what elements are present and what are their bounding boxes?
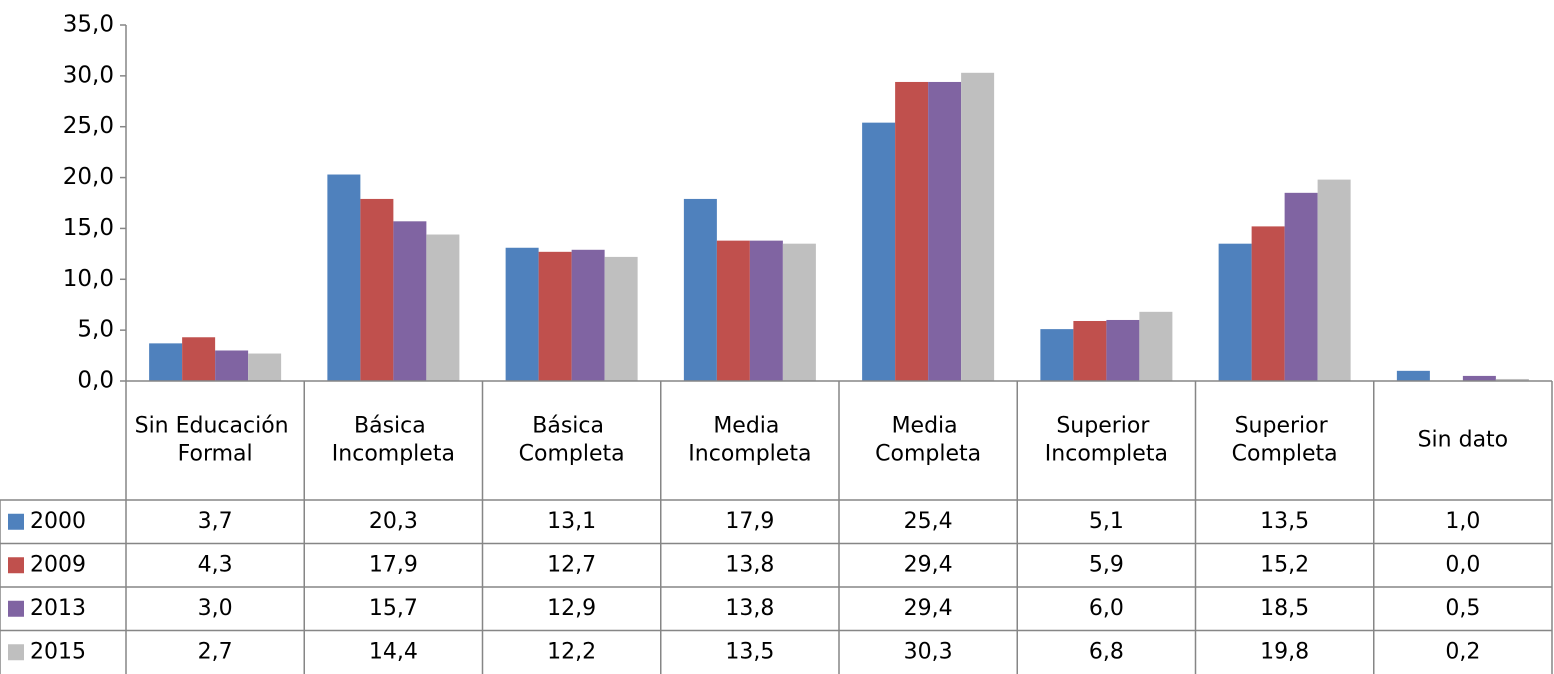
bar — [360, 198, 394, 381]
bar — [1139, 311, 1173, 381]
table-cell: 12,9 — [547, 596, 596, 621]
y-tick-label: 0,0 — [77, 368, 114, 394]
table-cell: 19,8 — [1260, 639, 1309, 664]
y-tick-label: 10,0 — [63, 266, 114, 292]
category-label: Sin Educación Formal — [135, 414, 296, 467]
bar — [1396, 370, 1430, 381]
bar — [1218, 243, 1252, 381]
table-cell: 5,9 — [1089, 552, 1124, 577]
table-cell: 29,4 — [904, 552, 953, 577]
table-cell: 18,5 — [1260, 596, 1309, 621]
legend-label: 2013 — [30, 596, 86, 621]
category-label: Básica Completa — [519, 414, 625, 467]
table-cell: 6,8 — [1089, 639, 1124, 664]
y-tick-label: 25,0 — [63, 113, 114, 139]
bar — [1317, 179, 1351, 381]
y-tick-label: 20,0 — [63, 164, 114, 190]
table-cell: 15,2 — [1260, 552, 1309, 577]
table-cell: 2,7 — [198, 639, 233, 664]
bar — [1040, 329, 1074, 381]
table-cell: 25,4 — [904, 509, 953, 534]
table-cell: 12,7 — [547, 552, 596, 577]
bar — [571, 249, 605, 381]
table-cell: 13,5 — [725, 639, 774, 664]
bar — [327, 174, 361, 381]
table-cell: 5,1 — [1089, 509, 1124, 534]
table-cell: 13,1 — [547, 509, 596, 534]
y-tick-label: 35,0 — [63, 12, 114, 38]
table-cell: 17,9 — [369, 552, 418, 577]
table-cell: 30,3 — [904, 639, 953, 664]
category-label: Básica Incompleta — [332, 414, 455, 467]
bar — [716, 240, 750, 381]
bar — [538, 251, 572, 381]
category-label: Sin dato — [1418, 428, 1509, 453]
table-cell: 13,5 — [1260, 509, 1309, 534]
table-cell: 13,8 — [725, 596, 774, 621]
y-tick-label: 30,0 — [63, 62, 114, 88]
bar — [149, 343, 183, 381]
bar — [215, 350, 249, 381]
table-cell: 0,2 — [1445, 639, 1480, 664]
bar — [604, 256, 638, 381]
table-cell: 15,7 — [369, 596, 418, 621]
bar — [928, 81, 962, 382]
table-cell: 3,7 — [198, 509, 233, 534]
table-cell: 29,4 — [904, 596, 953, 621]
legend-swatch — [8, 557, 24, 574]
bar — [862, 122, 896, 381]
legend-swatch — [8, 513, 24, 530]
table-cell: 14,4 — [369, 639, 418, 664]
table-cell: 4,3 — [198, 552, 233, 577]
bar — [1462, 375, 1496, 381]
table-cell: 6,0 — [1089, 596, 1124, 621]
bar — [961, 72, 995, 381]
bar — [1251, 226, 1285, 381]
bar — [1495, 378, 1529, 381]
table-cell: 1,0 — [1445, 509, 1480, 534]
legend-swatch — [8, 644, 24, 661]
legend-label: 2000 — [30, 509, 86, 534]
table-cell: 0,5 — [1445, 596, 1480, 621]
category-label: Superior Completa — [1232, 414, 1338, 467]
table-cell: 12,2 — [547, 639, 596, 664]
bar — [1106, 319, 1140, 381]
bar — [505, 247, 539, 381]
bar — [1284, 192, 1318, 381]
legend-label: 2009 — [30, 552, 86, 577]
y-tick-label: 5,0 — [77, 317, 114, 343]
bar — [426, 234, 460, 381]
bar — [782, 243, 816, 381]
table-cell: 13,8 — [725, 552, 774, 577]
table-cell: 0,0 — [1445, 552, 1480, 577]
category-label: Media Completa — [875, 414, 981, 467]
table-cell: 20,3 — [369, 509, 418, 534]
bar — [749, 240, 783, 381]
table-cell: 3,0 — [198, 596, 233, 621]
bar — [683, 198, 717, 381]
bar — [248, 353, 282, 381]
bar — [895, 81, 929, 382]
legend-label: 2015 — [30, 639, 86, 664]
bar — [1073, 320, 1107, 381]
table-cell: 17,9 — [725, 509, 774, 534]
y-tick-label: 15,0 — [63, 215, 114, 241]
legend-swatch — [8, 600, 24, 617]
bar — [393, 221, 427, 381]
bar — [182, 337, 216, 381]
category-label: Superior Incompleta — [1045, 414, 1168, 467]
category-label: Media Incompleta — [688, 414, 811, 467]
